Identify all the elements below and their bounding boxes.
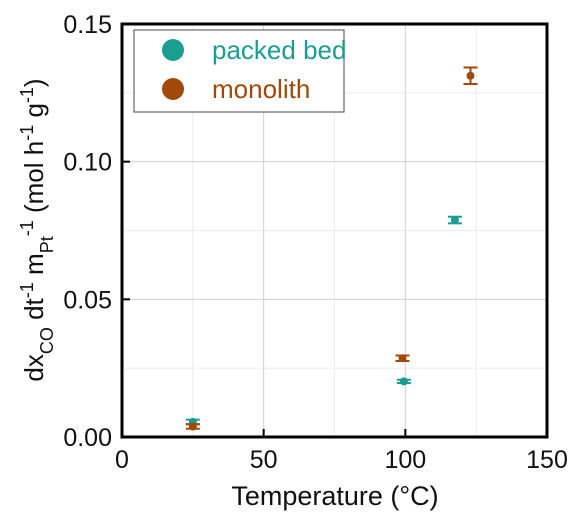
plot-frame [120, 22, 549, 439]
y-tick-label: 0.00 [63, 424, 112, 452]
y-axis-title-part: -1 [17, 220, 37, 236]
legend-marker [162, 78, 184, 100]
y-axis-title-part: -1 [17, 282, 37, 298]
y-axis-title-part: dx [19, 354, 49, 381]
y-axis-title-part: -1 [17, 125, 37, 141]
x-tick-label: 150 [526, 446, 568, 474]
x-tick-label: 100 [384, 446, 426, 474]
y-axis-title-part: m [19, 253, 49, 282]
y-tick-label: 0.10 [63, 149, 112, 177]
x-tick-label: 0 [115, 446, 129, 474]
frame-layer [120, 22, 549, 439]
axes-layer: 0 50 100 150 0.00 0.05 0.10 0.15 [63, 11, 568, 474]
legend-label: monolith [212, 74, 310, 104]
point-marker [450, 216, 459, 225]
y-axis-title-part: CO [37, 327, 57, 354]
legend: packed bed monolith [133, 29, 346, 113]
point-marker [188, 422, 197, 431]
x-tick-label: 50 [250, 446, 278, 474]
legend-label: packed bed [212, 35, 346, 65]
x-axis-title: Temperature (°C) [231, 481, 438, 511]
y-axis-title-part: dt [19, 297, 49, 327]
y-axis-title-part: g [19, 103, 49, 125]
data-point [396, 377, 411, 386]
y-axis-title-part: ) [19, 78, 49, 87]
data-point [447, 215, 462, 225]
y-axis-title-part: Pt [37, 236, 57, 253]
y-axis-title-part: (mol h [19, 141, 49, 220]
point-marker [399, 377, 408, 386]
data-point [185, 422, 200, 431]
y-tick-label: 0.05 [63, 286, 112, 314]
y-tick-label: 0.15 [63, 11, 112, 39]
y-axis-title-part: -1 [17, 87, 37, 103]
data-layer [185, 66, 478, 431]
data-point [395, 354, 410, 363]
y-axis-title: dxCO dt-1 mPt-1 (mol h-1 g-1) [17, 78, 57, 381]
data-point [463, 66, 478, 86]
point-marker [466, 71, 475, 80]
point-marker [398, 354, 407, 363]
legend-marker [162, 39, 184, 61]
